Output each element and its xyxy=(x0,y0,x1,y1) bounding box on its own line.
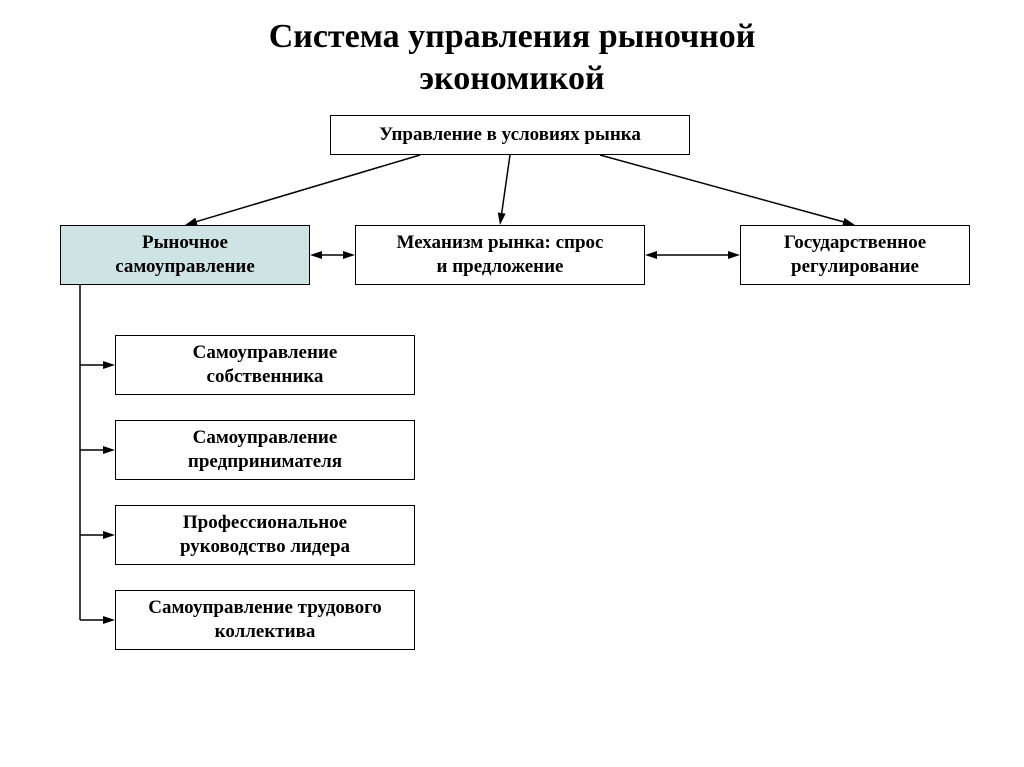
node-market-self-label: Рыночноесамоуправление xyxy=(115,231,255,279)
node-sub1: Самоуправлениесобственника xyxy=(115,335,415,395)
node-sub2: Самоуправлениепредпринимателя xyxy=(115,420,415,480)
diagram-title-line1: Система управления рыночной xyxy=(0,18,1024,56)
node-mechanism: Механизм рынка: спроси предложение xyxy=(355,225,645,285)
node-gov-label: Государственноерегулирование xyxy=(784,231,926,279)
node-sub1-label: Самоуправлениесобственника xyxy=(193,341,338,389)
node-sub4: Самоуправление трудовогоколлектива xyxy=(115,590,415,650)
node-sub2-label: Самоуправлениепредпринимателя xyxy=(188,426,342,474)
node-sub3-label: Профессиональноеруководство лидера xyxy=(180,511,350,559)
diagram-title-line2: экономикой xyxy=(0,60,1024,98)
node-mechanism-label: Механизм рынка: спроси предложение xyxy=(397,231,604,279)
node-sub3: Профессиональноеруководство лидера xyxy=(115,505,415,565)
node-sub4-label: Самоуправление трудовогоколлектива xyxy=(148,596,382,644)
node-root: Управление в условиях рынка xyxy=(330,115,690,155)
node-market-self: Рыночноесамоуправление xyxy=(60,225,310,285)
node-gov: Государственноерегулирование xyxy=(740,225,970,285)
node-root-label: Управление в условиях рынка xyxy=(379,123,641,147)
